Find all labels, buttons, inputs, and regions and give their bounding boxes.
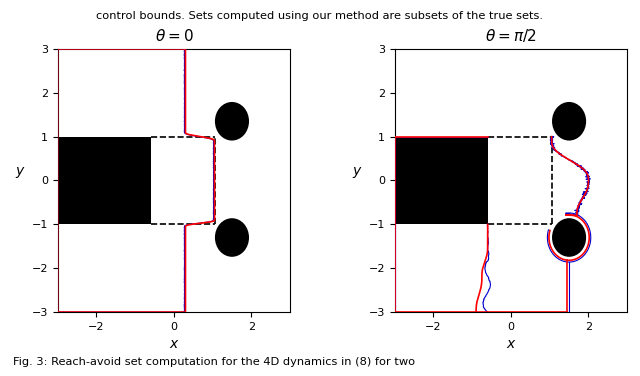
Circle shape xyxy=(215,218,249,257)
Bar xyxy=(58,136,150,224)
Circle shape xyxy=(552,102,586,141)
Text: control bounds. Sets computed using our method are subsets of the true sets.: control bounds. Sets computed using our … xyxy=(97,11,543,21)
Y-axis label: $y$: $y$ xyxy=(352,165,363,180)
Text: Fig. 3: Reach-avoid set computation for the 4D dynamics in (8) for two: Fig. 3: Reach-avoid set computation for … xyxy=(13,356,415,367)
X-axis label: $x$: $x$ xyxy=(168,337,179,351)
Legend: Grid, Our Algorithm, Goal, Obstacles: Grid, Our Algorithm, Goal, Obstacles xyxy=(404,52,535,132)
Circle shape xyxy=(215,102,249,141)
Y-axis label: $y$: $y$ xyxy=(15,165,26,180)
Title: $\theta = 0$: $\theta = 0$ xyxy=(154,27,193,44)
Bar xyxy=(395,136,488,224)
Circle shape xyxy=(552,218,586,257)
X-axis label: $x$: $x$ xyxy=(506,337,516,351)
Title: $\theta = \pi/2$: $\theta = \pi/2$ xyxy=(485,27,537,44)
